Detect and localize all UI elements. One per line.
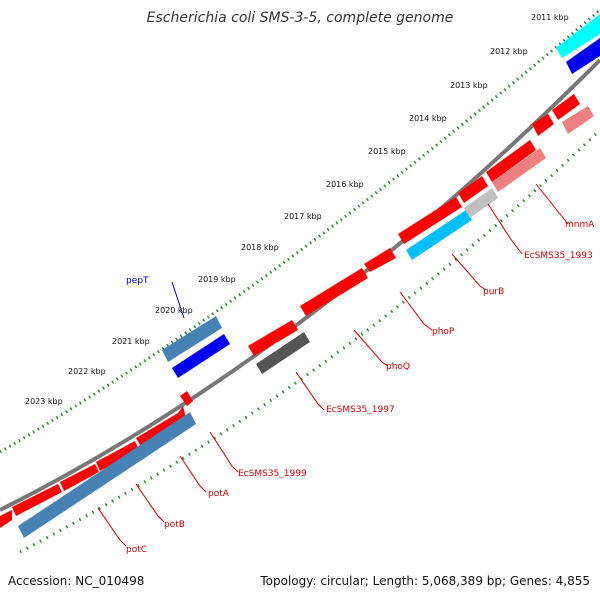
tick-label: 2023 kbp xyxy=(25,397,63,406)
inner-scale-ring xyxy=(19,128,600,554)
tick-label: 2016 kbp xyxy=(326,180,364,189)
reverse-strand-genes xyxy=(18,14,600,538)
gene-pepT-blue xyxy=(172,334,230,378)
gene-label-potB: potB xyxy=(164,520,185,530)
gene-EcSMS35-1997 xyxy=(256,332,310,374)
gene-mnmA xyxy=(492,148,546,192)
gene-potC xyxy=(18,412,196,538)
gene-forward-13 xyxy=(552,94,580,120)
gene-purB xyxy=(406,210,472,260)
tick-label: 2018 kbp xyxy=(241,243,279,252)
gene-EcSMS35-1993 xyxy=(464,188,498,218)
leader-lines xyxy=(97,183,569,547)
tick-label: 2020 kbp xyxy=(155,306,193,315)
gene-forward-8 xyxy=(364,248,396,272)
gene-forward-12 xyxy=(532,114,554,136)
tick-label: 2012 kbp xyxy=(490,47,528,56)
gene-label-phoP: phoP xyxy=(432,327,455,337)
gene-cyan-top xyxy=(556,14,600,58)
gene-forward-2 xyxy=(12,484,62,516)
gene-forward-10 xyxy=(458,176,488,203)
gene-forward-3 xyxy=(60,464,99,491)
gene-label-mnmA: mnmA xyxy=(565,220,595,230)
tick-label: 2011 kbp xyxy=(531,13,569,22)
tick-label: 2021 kbp xyxy=(112,337,150,346)
genome-summary-text: Topology: circular; Length: 5,068,389 bp… xyxy=(260,574,590,588)
gene-pepT-top xyxy=(162,316,222,362)
gene-label-phoQ: phoQ xyxy=(386,362,410,372)
forward-strand-genes xyxy=(0,94,580,528)
gene-label-potC: potC xyxy=(126,545,147,555)
gene-forward-phoQ xyxy=(248,320,298,356)
gene-forward-4 xyxy=(96,441,139,471)
tick-label: 2019 kbp xyxy=(198,275,236,284)
scale-tick-labels: 2011 kbp 2012 kbp 2013 kbp 2014 kbp 2015… xyxy=(25,13,569,406)
gene-label-purB: purB xyxy=(483,287,504,297)
gene-label-pepT: pepT xyxy=(126,276,149,286)
gene-forward-11 xyxy=(486,140,536,182)
tick-label: 2015 kbp xyxy=(368,147,406,156)
tick-label: 2013 kbp xyxy=(450,81,488,90)
gene-label-EcSMS35-1993: EcSMS35_1993 xyxy=(524,251,593,261)
gene-labels: pepT mnmA EcSMS35_1993 purB phoP phoQ Ec… xyxy=(126,220,595,555)
tick-label: 2017 kbp xyxy=(284,212,322,221)
gene-label-potA: potA xyxy=(208,489,230,499)
outer-scale-ring xyxy=(0,8,600,454)
accession-text: Accession: NC_010498 xyxy=(8,574,145,588)
tick-label: 2022 kbp xyxy=(68,367,106,376)
gene-label-EcSMS35-1997: EcSMS35_1997 xyxy=(326,405,395,415)
page-title: Escherichia coli SMS-3-5, complete genom… xyxy=(146,10,454,26)
gene-blue-top xyxy=(566,38,600,74)
gene-forward-5 xyxy=(136,406,186,447)
gene-forward-6 xyxy=(180,391,193,406)
gene-forward-phoP xyxy=(300,268,368,316)
gene-label-EcSMS35-1999: EcSMS35_1999 xyxy=(238,469,307,479)
gene-pink-2 xyxy=(562,106,594,134)
genome-backbone xyxy=(0,58,600,512)
gene-forward-1 xyxy=(0,510,12,528)
gene-forward-9 xyxy=(398,197,462,244)
tick-label: 2014 kbp xyxy=(409,114,447,123)
